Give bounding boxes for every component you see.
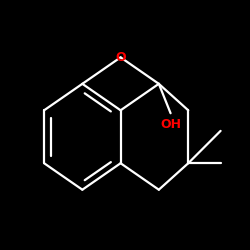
Text: O: O: [115, 51, 126, 64]
Text: OH: OH: [160, 118, 181, 132]
